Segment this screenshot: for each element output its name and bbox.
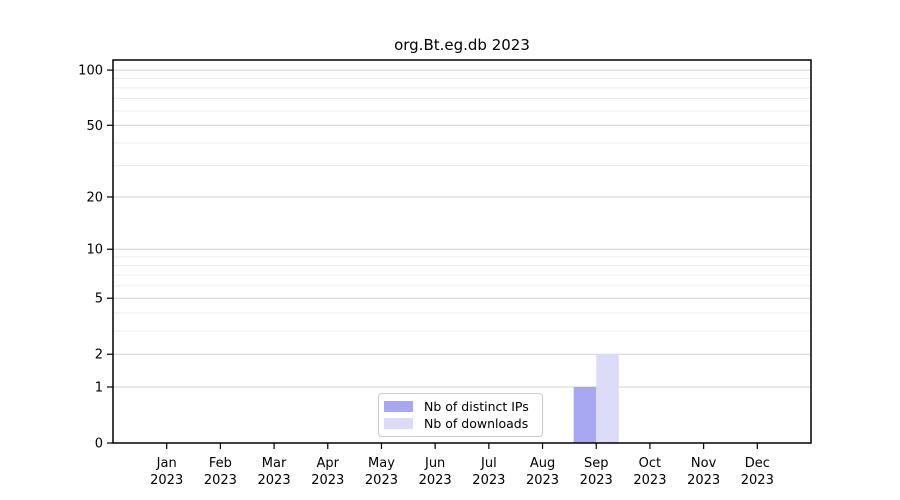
y-tick-label: 100 bbox=[78, 64, 103, 79]
x-tick-label-month: Jul bbox=[480, 456, 497, 471]
x-tick-label-month: Feb bbox=[209, 456, 232, 471]
x-tick-label-year: 2023 bbox=[150, 473, 183, 488]
y-tick-label: 0 bbox=[95, 437, 103, 452]
legend-label-distinct-ips: Nb of distinct IPs bbox=[424, 399, 529, 414]
x-tick-label-month: Oct bbox=[639, 456, 661, 471]
legend: Nb of distinct IPs Nb of downloads bbox=[378, 393, 543, 437]
y-tick-label: 1 bbox=[95, 380, 103, 395]
x-tick-label-month: Sep bbox=[584, 456, 609, 471]
x-tick-label-month: Mar bbox=[262, 456, 287, 471]
legend-item-distinct-ips: Nb of distinct IPs bbox=[384, 399, 537, 414]
y-tick-label: 50 bbox=[86, 119, 103, 134]
x-tick-label-year: 2023 bbox=[580, 473, 613, 488]
bar-Sep-downloads bbox=[596, 354, 619, 443]
x-tick-label-month: Jan bbox=[156, 456, 177, 471]
legend-swatch-downloads bbox=[384, 418, 413, 429]
plot-border bbox=[112, 59, 812, 444]
bar-Sep-distinct-ips bbox=[573, 386, 597, 443]
chart-title: org.Bt.eg.db 2023 bbox=[394, 36, 530, 54]
x-tick-label-month: May bbox=[368, 456, 395, 471]
y-tick-label: 2 bbox=[95, 348, 103, 363]
x-tick-label-year: 2023 bbox=[687, 473, 720, 488]
x-tick-label-month: Nov bbox=[691, 456, 717, 471]
x-tick-label-year: 2023 bbox=[419, 473, 452, 488]
legend-label-downloads: Nb of downloads bbox=[424, 416, 529, 431]
x-tick-label-year: 2023 bbox=[365, 473, 398, 488]
x-tick-label-year: 2023 bbox=[526, 473, 559, 488]
x-tick-label-year: 2023 bbox=[633, 473, 666, 488]
x-tick-label-month: Jun bbox=[424, 456, 445, 471]
legend-swatch-distinct-ips bbox=[384, 401, 413, 412]
x-tick-label-month: Apr bbox=[317, 456, 340, 471]
x-tick-label-month: Dec bbox=[745, 456, 770, 471]
y-tick-label: 10 bbox=[86, 243, 103, 258]
x-tick-label-year: 2023 bbox=[258, 473, 291, 488]
x-tick-label-year: 2023 bbox=[741, 473, 774, 488]
y-tick-label: 5 bbox=[95, 292, 103, 307]
x-tick-label-year: 2023 bbox=[472, 473, 505, 488]
x-tick-label-year: 2023 bbox=[311, 473, 344, 488]
x-tick-label-year: 2023 bbox=[204, 473, 237, 488]
legend-item-downloads: Nb of downloads bbox=[384, 416, 537, 431]
y-tick-label: 20 bbox=[86, 190, 103, 205]
x-tick-label-month: Aug bbox=[530, 456, 555, 471]
